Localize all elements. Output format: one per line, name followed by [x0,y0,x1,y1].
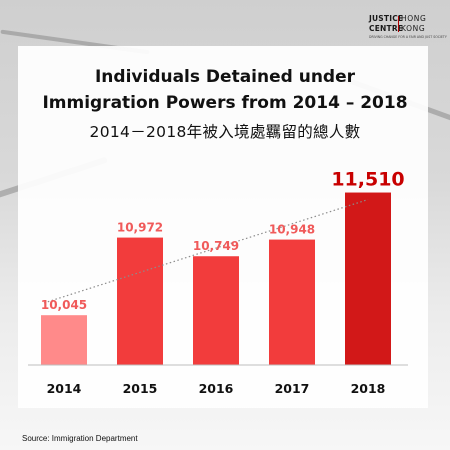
logo-text: JUSTICE [369,14,404,23]
bar-2016 [193,256,239,365]
justice-centre-logo: JUSTICE HONG CENTRE KONG DRIVING CHANGE … [367,8,447,44]
chart-title-line1: Individuals Detained under [94,67,355,87]
x-tick-2014: 2014 [47,381,82,396]
bar-2015 [117,237,163,365]
chart-subtitle: 2014－2018年被入境處羈留的總人數 [89,123,361,141]
data-label-2016: 10,749 [193,239,239,253]
logo-tagline: DRIVING CHANGE FOR A FAIR AND JUST SOCIE… [369,35,447,39]
source-note: Source: Immigration Department [22,434,138,443]
logo-divider [398,16,399,32]
logo-text: HONG [401,14,427,23]
bar-2017 [269,239,315,365]
trendline [43,198,369,304]
chart-title-line2: Immigration Powers from 2014 – 2018 [42,93,408,113]
data-label-2018: 11,510 [331,169,404,191]
data-label-2015: 10,972 [117,221,163,235]
x-tick-2018: 2018 [351,381,386,396]
logo-text: CENTRE [369,24,404,33]
x-tick-2015: 2015 [123,381,158,396]
x-tick-2016: 2016 [199,381,234,396]
bar-2014 [41,315,87,365]
data-label-2017: 10,948 [269,223,315,237]
x-tick-2017: 2017 [275,381,310,396]
data-label-2014: 10,045 [41,298,87,312]
logo-text: KONG [401,24,426,33]
bar-2018 [345,192,391,365]
